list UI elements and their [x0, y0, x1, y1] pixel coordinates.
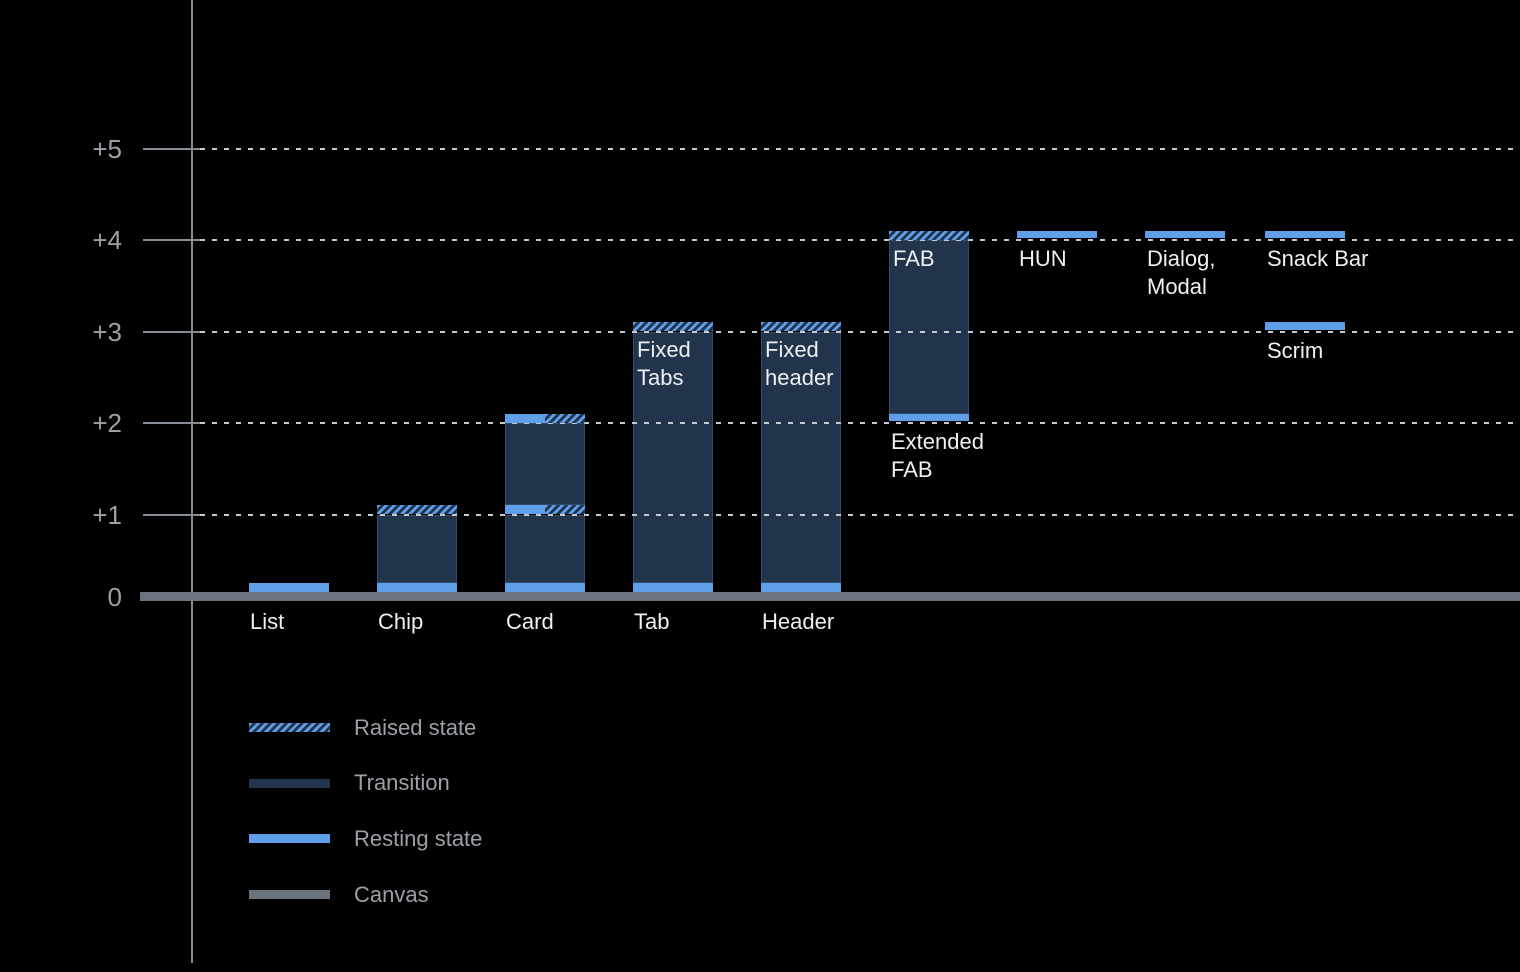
y-axis-label: +3 — [92, 316, 122, 347]
legend-label: Transition — [354, 770, 450, 796]
y-axis-label: +2 — [92, 408, 122, 438]
bar-chip-resting-band — [377, 583, 457, 592]
bar-card-transition-band — [505, 514, 585, 583]
gridline-plus2 — [200, 422, 1520, 424]
bar-below-label: Scrim — [1267, 337, 1323, 365]
y-axis-label: +4 — [92, 225, 122, 255]
bar-card-raised-band — [545, 413, 585, 423]
legend-item-canvas: Canvas — [249, 880, 429, 910]
bar-label-list: List — [250, 609, 285, 634]
bar-card-raised-band — [545, 505, 585, 515]
bar-label-tab: Tab — [634, 609, 670, 634]
gridline-plus4 — [200, 239, 1520, 241]
y-tick-plus4 — [143, 239, 201, 241]
y-axis-label: 0 — [107, 581, 122, 612]
gridline-plus1 — [200, 513, 1520, 516]
bar-list-resting-band — [249, 583, 329, 592]
bar-dialog-modal-resting-band — [1145, 230, 1225, 239]
bar-inner-label-line: FAB — [893, 245, 935, 271]
bar-below-label: Extended FAB — [891, 428, 984, 484]
legend-label: Resting state — [354, 825, 483, 851]
bar-card-resting-band — [505, 505, 545, 515]
bar-label-chip: Chip — [378, 609, 424, 634]
bar-below-label-line: Dialog, — [1147, 246, 1216, 271]
canvas-baseline — [140, 592, 1520, 601]
y-axis-line — [191, 0, 193, 963]
legend-swatch-canvas — [249, 890, 330, 900]
y-tick-plus3 — [143, 330, 201, 333]
y-axis-label: +5 — [92, 133, 122, 164]
bar-below-label-line: HUN — [1019, 246, 1067, 271]
bar-chip-transition-band — [377, 514, 457, 583]
bar-header-raised-band — [761, 322, 841, 332]
bar-below-label-line: Snack Bar — [1267, 246, 1369, 271]
bar-fab-resting-band — [889, 413, 969, 422]
bar-card-transition-band — [505, 423, 585, 506]
bar-chip-raised-band — [377, 505, 457, 515]
legend-label: Raised state — [354, 714, 477, 740]
y-tick-plus1 — [143, 513, 201, 516]
y-tick-plus2 — [143, 422, 201, 424]
legend-item-resting: Resting state — [249, 824, 482, 854]
bar-header-resting-band — [761, 583, 841, 592]
y-axis-label: +1 — [92, 499, 122, 530]
bar-below-label: HUN — [1019, 245, 1067, 273]
bar-inner-label: Fixed Tabs — [637, 336, 691, 392]
bar-below-label-line: Extended — [891, 429, 984, 454]
gridline-plus3 — [200, 330, 1520, 333]
legend-swatch-raised — [249, 723, 330, 732]
legend-item-transition: Transition — [249, 768, 450, 798]
legend-label: Canvas — [354, 881, 429, 907]
bar-below-label-line: Modal — [1147, 274, 1207, 299]
bar-inner-label-line: header — [765, 365, 834, 391]
gridline-plus5 — [200, 147, 1520, 150]
bar-inner-label-line: Fixed — [765, 337, 819, 363]
bar-inner-label: Fixed header — [765, 336, 834, 392]
bar-below-label-line: Scrim — [1267, 337, 1324, 363]
legend-item-raised: Raised state — [249, 713, 476, 743]
y-tick-plus5 — [143, 147, 201, 150]
bar-inner-label-line: Tabs — [637, 365, 684, 391]
bar-below-label-line: FAB — [891, 457, 933, 482]
bar-snack-bar-resting-band — [1265, 230, 1345, 239]
bar-fab-transition-band — [889, 240, 969, 414]
bar-tab-resting-band — [633, 583, 713, 592]
legend-swatch-resting — [249, 834, 330, 844]
bar-card-resting-band — [505, 583, 585, 592]
bar-label-card: Card — [506, 609, 554, 634]
bar-tab-transition-band — [633, 331, 713, 583]
bar-tab-raised-band — [633, 322, 713, 332]
bar-inner-label-line: Fixed — [637, 337, 691, 363]
bar-header-transition-band — [761, 331, 841, 583]
bar-below-label: Dialog, Modal — [1147, 245, 1215, 301]
bar-fab-raised-band — [889, 230, 969, 240]
bar-label-header: Header — [762, 609, 835, 634]
bar-hun-resting-band — [1017, 230, 1097, 239]
bar-inner-label: FAB — [893, 245, 935, 273]
bar-card-resting-band — [505, 413, 545, 423]
bar-scrim-resting-band — [1265, 322, 1345, 330]
legend-swatch-transition — [249, 778, 330, 788]
bar-below-label: Snack Bar — [1267, 245, 1369, 273]
